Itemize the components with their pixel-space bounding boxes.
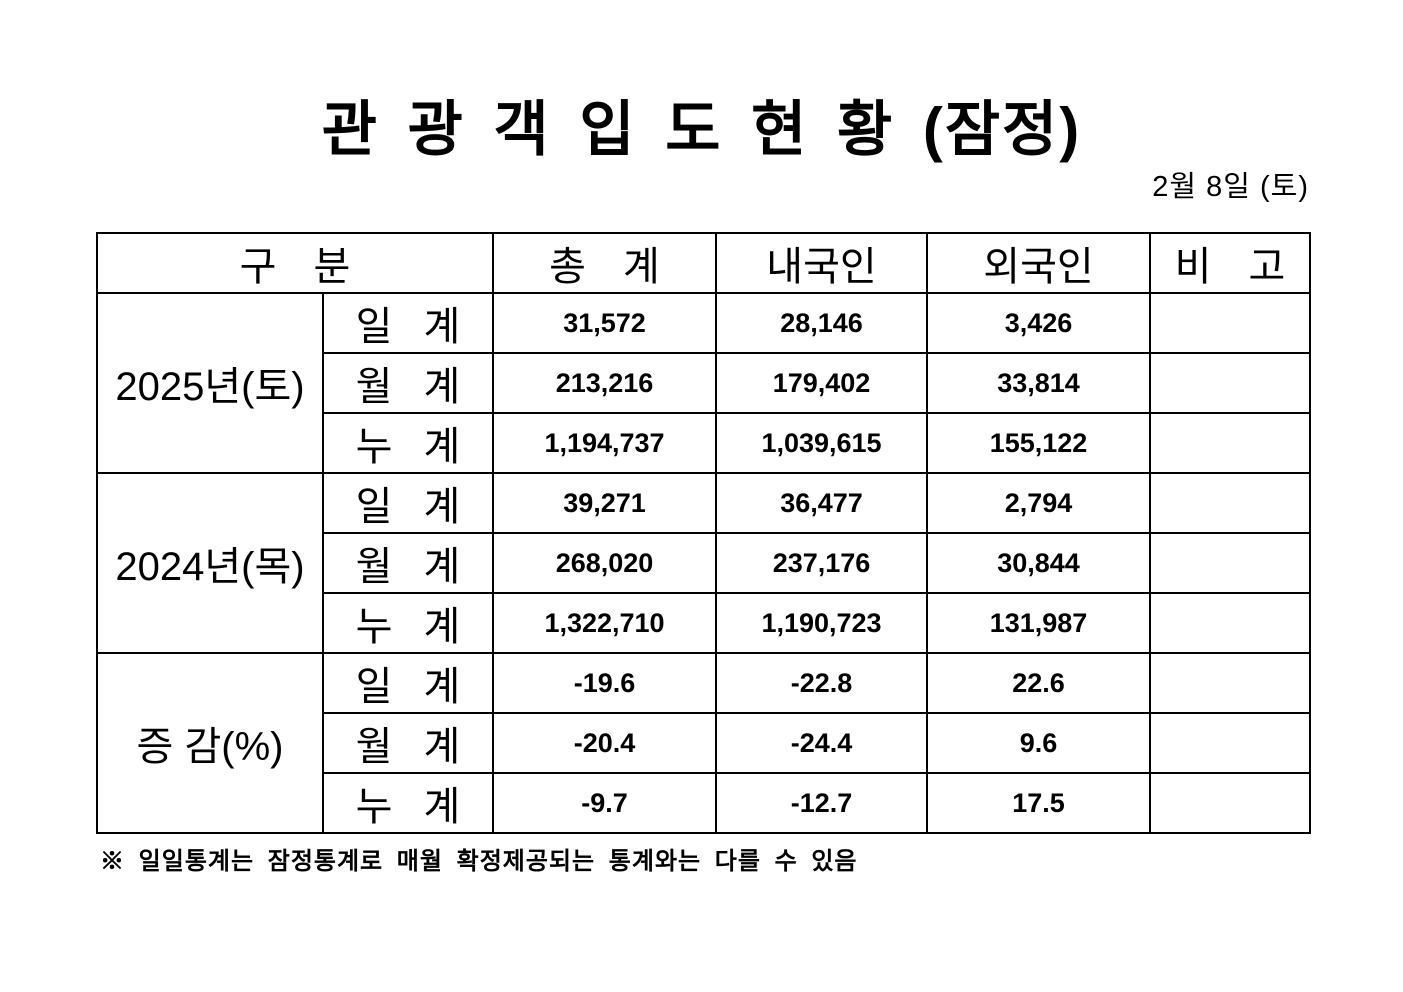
table-row: 2025년(토) 일 계 31,572 28,146 3,426 [96,292,1311,474]
value-foreign: 155,122 [926,412,1151,474]
value-foreign: 9.6 [926,712,1151,774]
table-row: 월 계 268,020 237,176 30,844 [97,532,1311,594]
report-date: 2월 8일 (토) [1152,171,1309,203]
header-note: 비 고 [1149,232,1311,294]
table-row: 누 계 -9.7 -12.7 17.5 [97,772,1311,834]
change-label: 증 감(%) [96,652,324,834]
row-label: 월 계 [322,352,494,414]
header-foreign: 외국인 [926,232,1151,294]
value-foreign: 3,426 [926,292,1151,354]
row-label: 월 계 [322,712,494,774]
note-cell [1149,592,1311,654]
row-label: 누 계 [322,412,494,474]
table-row: 누 계 1,322,710 1,190,723 131,987 [97,592,1311,654]
value-domestic: -22.8 [715,652,928,714]
note-cell [1149,712,1311,774]
year-label-2024: 2024년(목) [96,472,324,654]
value-total: 31,572 [492,292,717,354]
footnote: ※ 일일통계는 잠정통계로 매월 확정제공되는 통계와는 다를 수 있음 [100,848,858,875]
row-label: 일 계 [322,652,494,714]
row-label: 누 계 [322,772,494,834]
table-row: 월 계 213,216 179,402 33,814 [97,352,1311,414]
value-foreign: 17.5 [926,772,1151,834]
value-total: -9.7 [492,772,717,834]
value-total: 1,194,737 [492,412,717,474]
header-row: 구 분 총 계 내국인 외국인 비 고 [96,232,1311,294]
value-foreign: 22.6 [926,652,1151,714]
value-total: 213,216 [492,352,717,414]
note-cell [1149,532,1311,594]
row-label: 일 계 [322,292,494,354]
note-cell [1149,772,1311,834]
note-cell [1149,352,1311,414]
table-row: 2024년(목) 일 계 39,271 36,477 2,794 [96,472,1311,654]
tourist-stats-table: 구 분 총 계 내국인 외국인 비 고 2025년(토) 일 계 31,572 … [96,232,1311,834]
table-row: 월 계 -20.4 -24.4 9.6 [97,712,1311,774]
value-domestic: 179,402 [715,352,928,414]
value-domestic: -24.4 [715,712,928,774]
value-domestic: 36,477 [715,472,928,534]
note-cell [1149,652,1311,714]
value-foreign: 33,814 [926,352,1151,414]
value-total: 39,271 [492,472,717,534]
value-domestic: -12.7 [715,772,928,834]
note-cell [1149,412,1311,474]
value-domestic: 28,146 [715,292,928,354]
header-category: 구 분 [96,232,494,294]
value-foreign: 131,987 [926,592,1151,654]
value-total: -20.4 [492,712,717,774]
value-domestic: 1,190,723 [715,592,928,654]
page-title: 관 광 객 입 도 현 황 (잠정) [321,96,1082,163]
row-label: 월 계 [322,532,494,594]
value-total: 268,020 [492,532,717,594]
header-total: 총 계 [492,232,717,294]
row-label: 일 계 [322,472,494,534]
value-domestic: 1,039,615 [715,412,928,474]
value-total: 1,322,710 [492,592,717,654]
header-domestic: 내국인 [715,232,928,294]
table-row: 누 계 1,194,737 1,039,615 155,122 [97,412,1311,474]
value-foreign: 30,844 [926,532,1151,594]
year-label-2025: 2025년(토) [96,292,324,474]
note-cell [1149,292,1311,354]
row-label: 누 계 [322,592,494,654]
note-cell [1149,472,1311,534]
value-domestic: 237,176 [715,532,928,594]
value-total: -19.6 [492,652,717,714]
value-foreign: 2,794 [926,472,1151,534]
table-row: 증 감(%) 일 계 -19.6 -22.8 22.6 [96,652,1311,834]
